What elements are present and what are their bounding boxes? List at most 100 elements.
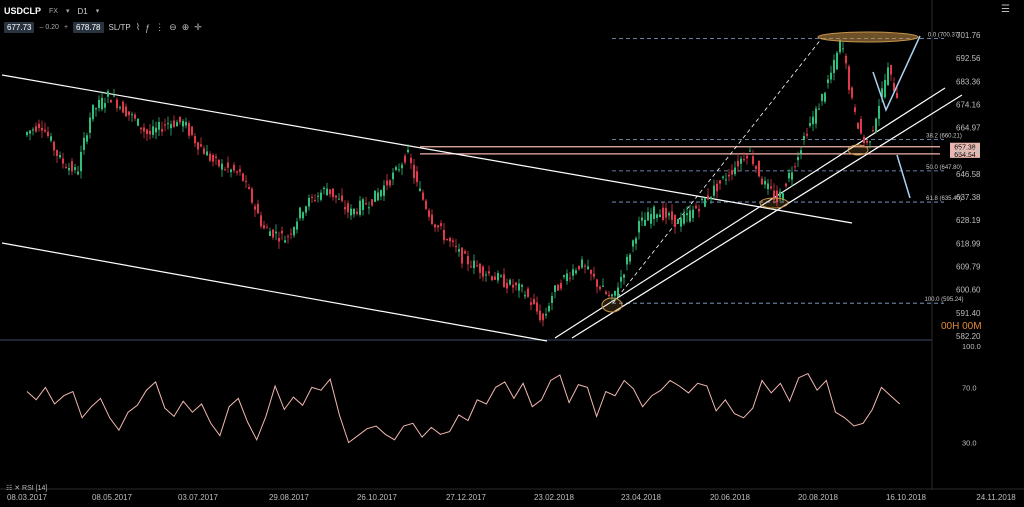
- candle-down: [212, 153, 214, 167]
- candle-body: [668, 213, 670, 216]
- candle-up: [713, 179, 715, 200]
- candle-down: [605, 289, 607, 296]
- candle-up: [368, 201, 370, 215]
- candle-down: [707, 188, 709, 201]
- zone-price-label: 654.54: [954, 152, 976, 159]
- candle-up: [59, 151, 61, 160]
- candle-up: [821, 93, 823, 106]
- candle-body: [248, 187, 250, 190]
- candle-body: [401, 164, 403, 169]
- chevron-down-icon[interactable]: ▾: [65, 8, 70, 15]
- candle-down: [257, 199, 259, 214]
- candle-up: [653, 204, 655, 226]
- candle-down: [533, 293, 535, 306]
- menu-icon[interactable]: ☰: [1001, 4, 1010, 15]
- bid-price-button[interactable]: 677.73: [4, 22, 35, 33]
- candle-down: [866, 139, 868, 146]
- candle-up: [566, 269, 568, 285]
- line-chart-icon[interactable]: ⌇: [135, 22, 141, 32]
- candle-body: [239, 169, 241, 172]
- candle-body: [341, 195, 343, 201]
- candle-up: [635, 236, 637, 251]
- zoom-out-icon[interactable]: ⊖: [169, 22, 177, 32]
- candle-body: [467, 256, 469, 265]
- candle-down: [218, 159, 220, 168]
- candle-body: [260, 215, 262, 227]
- candle-up: [398, 163, 400, 173]
- symbol-label[interactable]: USDCLP: [4, 6, 42, 16]
- candle-up: [98, 95, 100, 112]
- candle-down: [35, 122, 37, 134]
- candle-up: [377, 187, 379, 202]
- rsi-y-tick-label: 70.0: [962, 383, 977, 392]
- candle-down: [752, 149, 754, 167]
- plus-icon[interactable]: +: [63, 24, 69, 31]
- candle-body: [803, 135, 805, 140]
- candle-up: [827, 74, 829, 89]
- fib-level-label: 0.0 (700.37): [928, 32, 960, 38]
- candle-down: [146, 128, 148, 141]
- indicators-icon[interactable]: ƒ: [145, 22, 151, 33]
- candle-up: [50, 132, 52, 143]
- rsi-indicator-label: ☷ ✕ RSI [14]: [6, 484, 47, 492]
- candle-down: [266, 223, 268, 229]
- candle-body: [764, 180, 766, 185]
- candle-up: [878, 98, 880, 127]
- candle-body: [86, 135, 88, 142]
- candle-up: [155, 121, 157, 140]
- candle-body: [212, 154, 214, 162]
- candle-body: [386, 180, 388, 186]
- candle-down: [263, 220, 265, 230]
- crosshair-icon[interactable]: ✛: [194, 22, 202, 32]
- candle-body: [164, 124, 166, 126]
- candle-body: [224, 169, 226, 171]
- candle-body: [455, 245, 457, 248]
- candle-down: [560, 279, 562, 291]
- candle-body: [644, 219, 646, 226]
- sl-tp-button[interactable]: SL/TP: [108, 23, 131, 32]
- candle-body: [359, 200, 361, 215]
- candle-down: [347, 200, 349, 219]
- candle-body: [56, 150, 58, 156]
- candle-down: [389, 179, 391, 188]
- indicator-settings-icon[interactable]: ☷ ✕: [6, 485, 23, 492]
- candle-body: [245, 180, 247, 182]
- ask-price-button[interactable]: 678.78: [73, 22, 104, 33]
- candlestick-series: [26, 39, 898, 327]
- drawing-tools-icon[interactable]: ⋮: [155, 22, 165, 32]
- zone-price-tag: [950, 142, 980, 151]
- candle-down: [608, 290, 610, 298]
- candle-down: [593, 266, 595, 280]
- candle-body: [617, 287, 619, 297]
- candle-down: [449, 236, 451, 248]
- candle-down: [425, 198, 427, 211]
- candle-up: [152, 119, 154, 139]
- y-tick-label: 637.38: [956, 193, 981, 202]
- candle-body: [542, 313, 544, 321]
- zoom-in-icon[interactable]: ⊕: [181, 22, 190, 32]
- candle-up: [659, 209, 661, 218]
- candle-down: [806, 127, 808, 139]
- candle-up: [647, 207, 649, 222]
- candle-body: [422, 192, 424, 200]
- candle-down: [539, 304, 541, 323]
- timeframe-selector[interactable]: D1: [77, 6, 88, 16]
- candle-down: [41, 120, 43, 138]
- candle-body: [197, 142, 199, 150]
- candle-down: [443, 223, 445, 245]
- candle-body: [515, 282, 517, 286]
- candle-body: [797, 157, 799, 161]
- candle-body: [107, 91, 109, 97]
- candle-down: [698, 204, 700, 218]
- timeframe-chevron-icon[interactable]: ▾: [95, 8, 100, 15]
- candle-body: [335, 195, 337, 198]
- candle-down: [482, 264, 484, 282]
- candle-up: [113, 89, 115, 98]
- candle-up: [359, 196, 361, 217]
- candle-down: [845, 53, 847, 70]
- candle-body: [170, 124, 172, 129]
- candle-up: [296, 217, 298, 234]
- candle-up: [692, 205, 694, 223]
